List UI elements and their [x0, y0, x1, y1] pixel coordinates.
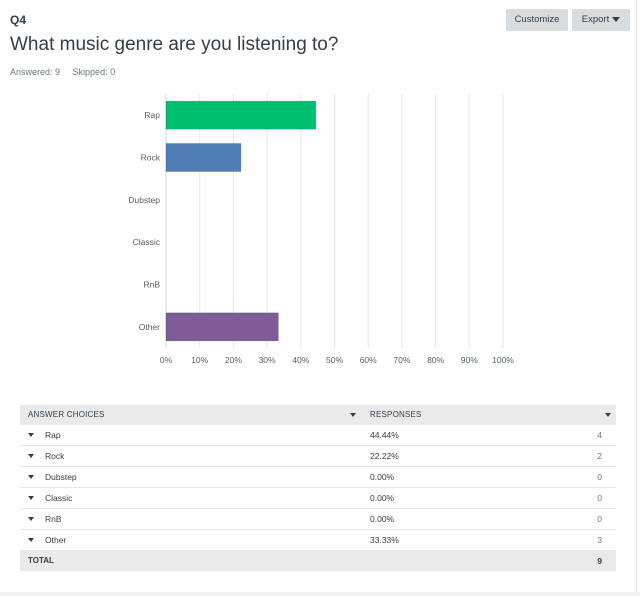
table-row: Classic 0.00% 0	[20, 488, 616, 509]
x-tick-label: 100%	[492, 355, 514, 365]
row-count: 2	[597, 451, 602, 461]
row-count: 0	[597, 493, 602, 503]
row-percent: 22.22%	[370, 451, 399, 461]
chevron-down-icon	[612, 16, 621, 22]
category-label: Classic	[133, 237, 161, 247]
page-bottom-edge	[0, 592, 640, 596]
expand-caret-icon[interactable]	[28, 496, 34, 500]
row-percent: 0.00%	[370, 514, 395, 524]
question-title: What music genre are you listening to?	[10, 34, 339, 55]
x-tick-label: 30%	[259, 355, 276, 365]
x-tick-label: 0%	[160, 355, 173, 365]
bar-rap	[165, 100, 317, 130]
category-label: Rap	[144, 110, 160, 120]
question-id: Q4	[10, 13, 27, 27]
x-tick-label: 90%	[461, 355, 478, 365]
row-label: Dubstep	[45, 472, 77, 482]
header-responses[interactable]: RESPONSES	[370, 410, 422, 419]
export-button[interactable]: Export	[572, 9, 630, 31]
row-label: Rap	[45, 430, 61, 440]
export-button-label: Export	[581, 14, 610, 25]
table-row: Other 33.33% 3	[20, 530, 616, 551]
expand-caret-icon[interactable]	[28, 454, 34, 458]
skipped-count: Skipped: 0	[72, 67, 116, 77]
x-tick-label: 60%	[360, 355, 377, 365]
row-label: Classic	[45, 493, 73, 503]
expand-caret-icon[interactable]	[28, 538, 34, 542]
expand-caret-icon[interactable]	[28, 475, 34, 479]
row-count: 4	[597, 430, 602, 440]
total-count: 9	[597, 556, 602, 566]
response-stats: Answered: 9 Skipped: 0	[10, 67, 125, 77]
x-tick-label: 40%	[292, 355, 309, 365]
bar-chart: 0% 10% 20% 30% 40% 50% 60% 70% 80% 90% 100% Rap Rock…	[128, 94, 514, 365]
sort-caret-icon[interactable]	[350, 413, 356, 417]
table-row: RnB 0.00% 0	[20, 509, 616, 530]
table-header: ANSWER CHOICES RESPONSES	[20, 405, 616, 425]
category-label: Other	[139, 322, 160, 332]
row-label: Rock	[45, 451, 65, 461]
row-count: 0	[597, 472, 602, 482]
total-label: TOTAL	[28, 556, 54, 565]
customize-button[interactable]: Customize	[506, 9, 568, 31]
x-tick-label: 50%	[326, 355, 343, 365]
x-tick-label: 80%	[427, 355, 444, 365]
bar-other	[165, 312, 279, 342]
row-percent: 0.00%	[370, 472, 395, 482]
customize-button-label: Customize	[514, 14, 560, 25]
x-tick-label: 10%	[191, 355, 208, 365]
expand-caret-icon[interactable]	[28, 517, 34, 521]
row-percent: 33.33%	[370, 535, 399, 545]
row-label: Other	[45, 535, 67, 545]
expand-caret-icon[interactable]	[28, 433, 34, 437]
header-answer-choices[interactable]: ANSWER CHOICES	[28, 410, 105, 419]
x-tick-label: 20%	[225, 355, 242, 365]
sort-caret-icon[interactable]	[605, 413, 611, 417]
answered-count: Answered: 9	[10, 67, 61, 77]
category-label: RnB	[143, 280, 160, 290]
row-percent: 0.00%	[370, 493, 395, 503]
x-tick-label: 70%	[393, 355, 410, 365]
answer-table: ANSWER CHOICES RESPONSES Rap 44.44% 4 Rock 2…	[20, 405, 616, 571]
category-label: Dubstep	[128, 195, 160, 205]
table-body: Rap 44.44% 4 Rock 22.22% 2 Dubstep 0.00% 0 Classi…	[20, 425, 616, 551]
table-total-row: TOTAL 9	[20, 551, 616, 571]
row-label: RnB	[45, 514, 62, 524]
table-row: Rap 44.44% 4	[20, 425, 616, 446]
bar-rock	[165, 143, 242, 172]
row-count: 3	[597, 535, 602, 545]
table-row: Dubstep 0.00% 0	[20, 467, 616, 488]
row-percent: 44.44%	[370, 430, 399, 440]
category-label: Rock	[141, 153, 161, 163]
row-count: 0	[597, 514, 602, 524]
table-row: Rock 22.22% 2	[20, 446, 616, 467]
